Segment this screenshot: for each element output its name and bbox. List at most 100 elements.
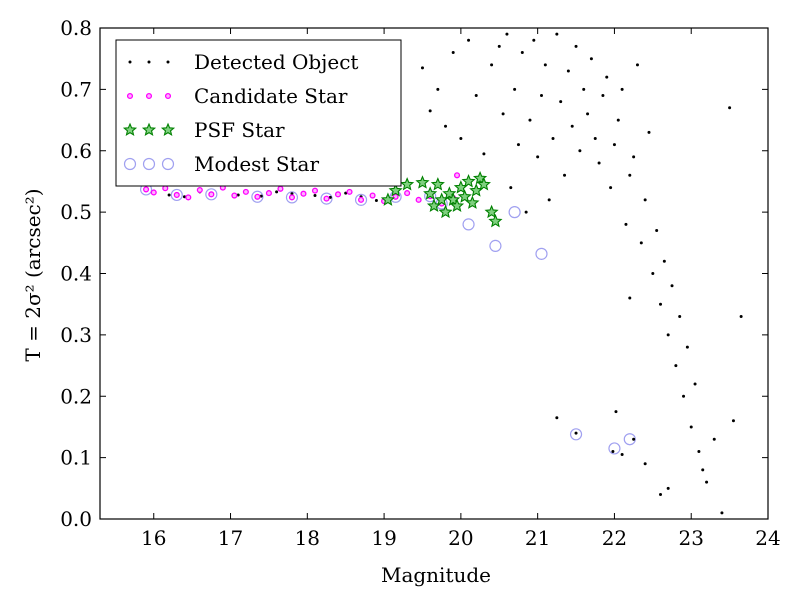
data-point <box>415 196 422 203</box>
legend-label: PSF Star <box>194 118 285 142</box>
data-point <box>300 190 307 197</box>
data-point <box>490 63 494 67</box>
y-tick-label: 0.7 <box>60 77 92 101</box>
data-point <box>428 109 432 113</box>
plot-area <box>139 32 743 515</box>
data-point <box>415 175 430 189</box>
data-point <box>374 198 378 202</box>
y-tick-label: 0.0 <box>60 507 92 531</box>
data-point <box>651 272 655 275</box>
data-point <box>528 118 532 122</box>
data-point <box>632 437 636 441</box>
data-point <box>231 192 238 199</box>
x-tick-label: 20 <box>448 526 473 550</box>
x-axis-label: Magnitude <box>381 563 491 587</box>
data-point <box>547 198 551 202</box>
data-point <box>535 247 548 260</box>
data-point <box>705 480 709 484</box>
data-point <box>505 32 509 36</box>
data-point <box>242 188 249 195</box>
series-candidate-star <box>143 172 461 207</box>
data-point <box>453 172 461 179</box>
data-point <box>285 191 299 204</box>
data-point <box>236 193 240 197</box>
data-point <box>674 364 678 368</box>
data-point <box>632 155 636 159</box>
data-point <box>628 173 632 177</box>
data-point <box>277 185 284 192</box>
data-point <box>513 87 517 91</box>
data-point <box>489 239 502 252</box>
data-point <box>666 333 670 337</box>
data-point <box>655 229 659 233</box>
legend-label: Candidate Star <box>194 84 348 108</box>
data-point <box>436 87 440 91</box>
data-point <box>586 112 590 116</box>
data-point <box>380 192 396 206</box>
data-point <box>173 191 180 198</box>
data-point <box>388 183 403 197</box>
data-point <box>430 177 445 191</box>
data-point <box>551 136 555 140</box>
data-point <box>578 149 582 153</box>
data-point <box>569 428 583 441</box>
data-point <box>609 186 613 190</box>
data-point <box>143 186 150 193</box>
data-point <box>524 210 528 214</box>
data-point <box>516 143 520 147</box>
data-point <box>628 296 632 300</box>
data-point <box>254 193 261 200</box>
data-point <box>170 188 183 202</box>
data-point <box>608 442 621 455</box>
data-point <box>685 345 689 349</box>
data-point <box>476 177 491 191</box>
data-point <box>520 51 524 55</box>
data-point <box>501 112 505 116</box>
data-point <box>712 437 716 441</box>
y-tick-label: 0.5 <box>60 200 92 224</box>
legend-marker <box>126 92 134 100</box>
data-point <box>488 213 503 228</box>
data-point <box>354 193 368 206</box>
data-point <box>251 190 264 203</box>
data-point <box>720 511 724 515</box>
x-tick-label: 21 <box>525 526 550 550</box>
data-point <box>678 314 682 318</box>
legend-entry: PSF Star <box>122 118 285 142</box>
data-point <box>739 314 743 318</box>
axis-ticks: 16 17 18 19 20 21 22 23 24 0.0 0.1 0.2 0.3 0.4 0.5 0.6 0… <box>60 16 781 550</box>
data-point <box>457 189 472 203</box>
data-point <box>150 189 157 196</box>
data-point <box>400 177 415 191</box>
x-tick-label: 17 <box>218 526 243 550</box>
legend-marker <box>147 60 151 64</box>
data-point <box>334 191 342 198</box>
data-point <box>196 186 203 194</box>
data-point <box>693 382 697 386</box>
data-point <box>328 195 332 199</box>
data-point <box>162 185 169 192</box>
legend-marker <box>142 157 156 171</box>
data-point <box>474 94 478 98</box>
data-point <box>539 94 543 98</box>
data-point <box>444 124 448 128</box>
data-point <box>701 468 705 472</box>
y-tick-label: 0.8 <box>60 16 92 40</box>
data-point <box>566 69 570 73</box>
data-point <box>624 222 628 226</box>
data-point <box>288 194 296 201</box>
data-point <box>555 416 559 420</box>
data-point <box>555 32 559 36</box>
data-point <box>635 63 639 67</box>
data-point <box>344 191 348 195</box>
data-point <box>420 66 424 70</box>
data-point <box>659 492 663 496</box>
data-point <box>643 198 647 202</box>
data-point <box>482 152 486 156</box>
data-point <box>461 174 476 188</box>
data-point <box>459 136 463 140</box>
legend-marker <box>141 122 157 137</box>
data-point <box>605 75 609 79</box>
data-point <box>275 190 279 194</box>
